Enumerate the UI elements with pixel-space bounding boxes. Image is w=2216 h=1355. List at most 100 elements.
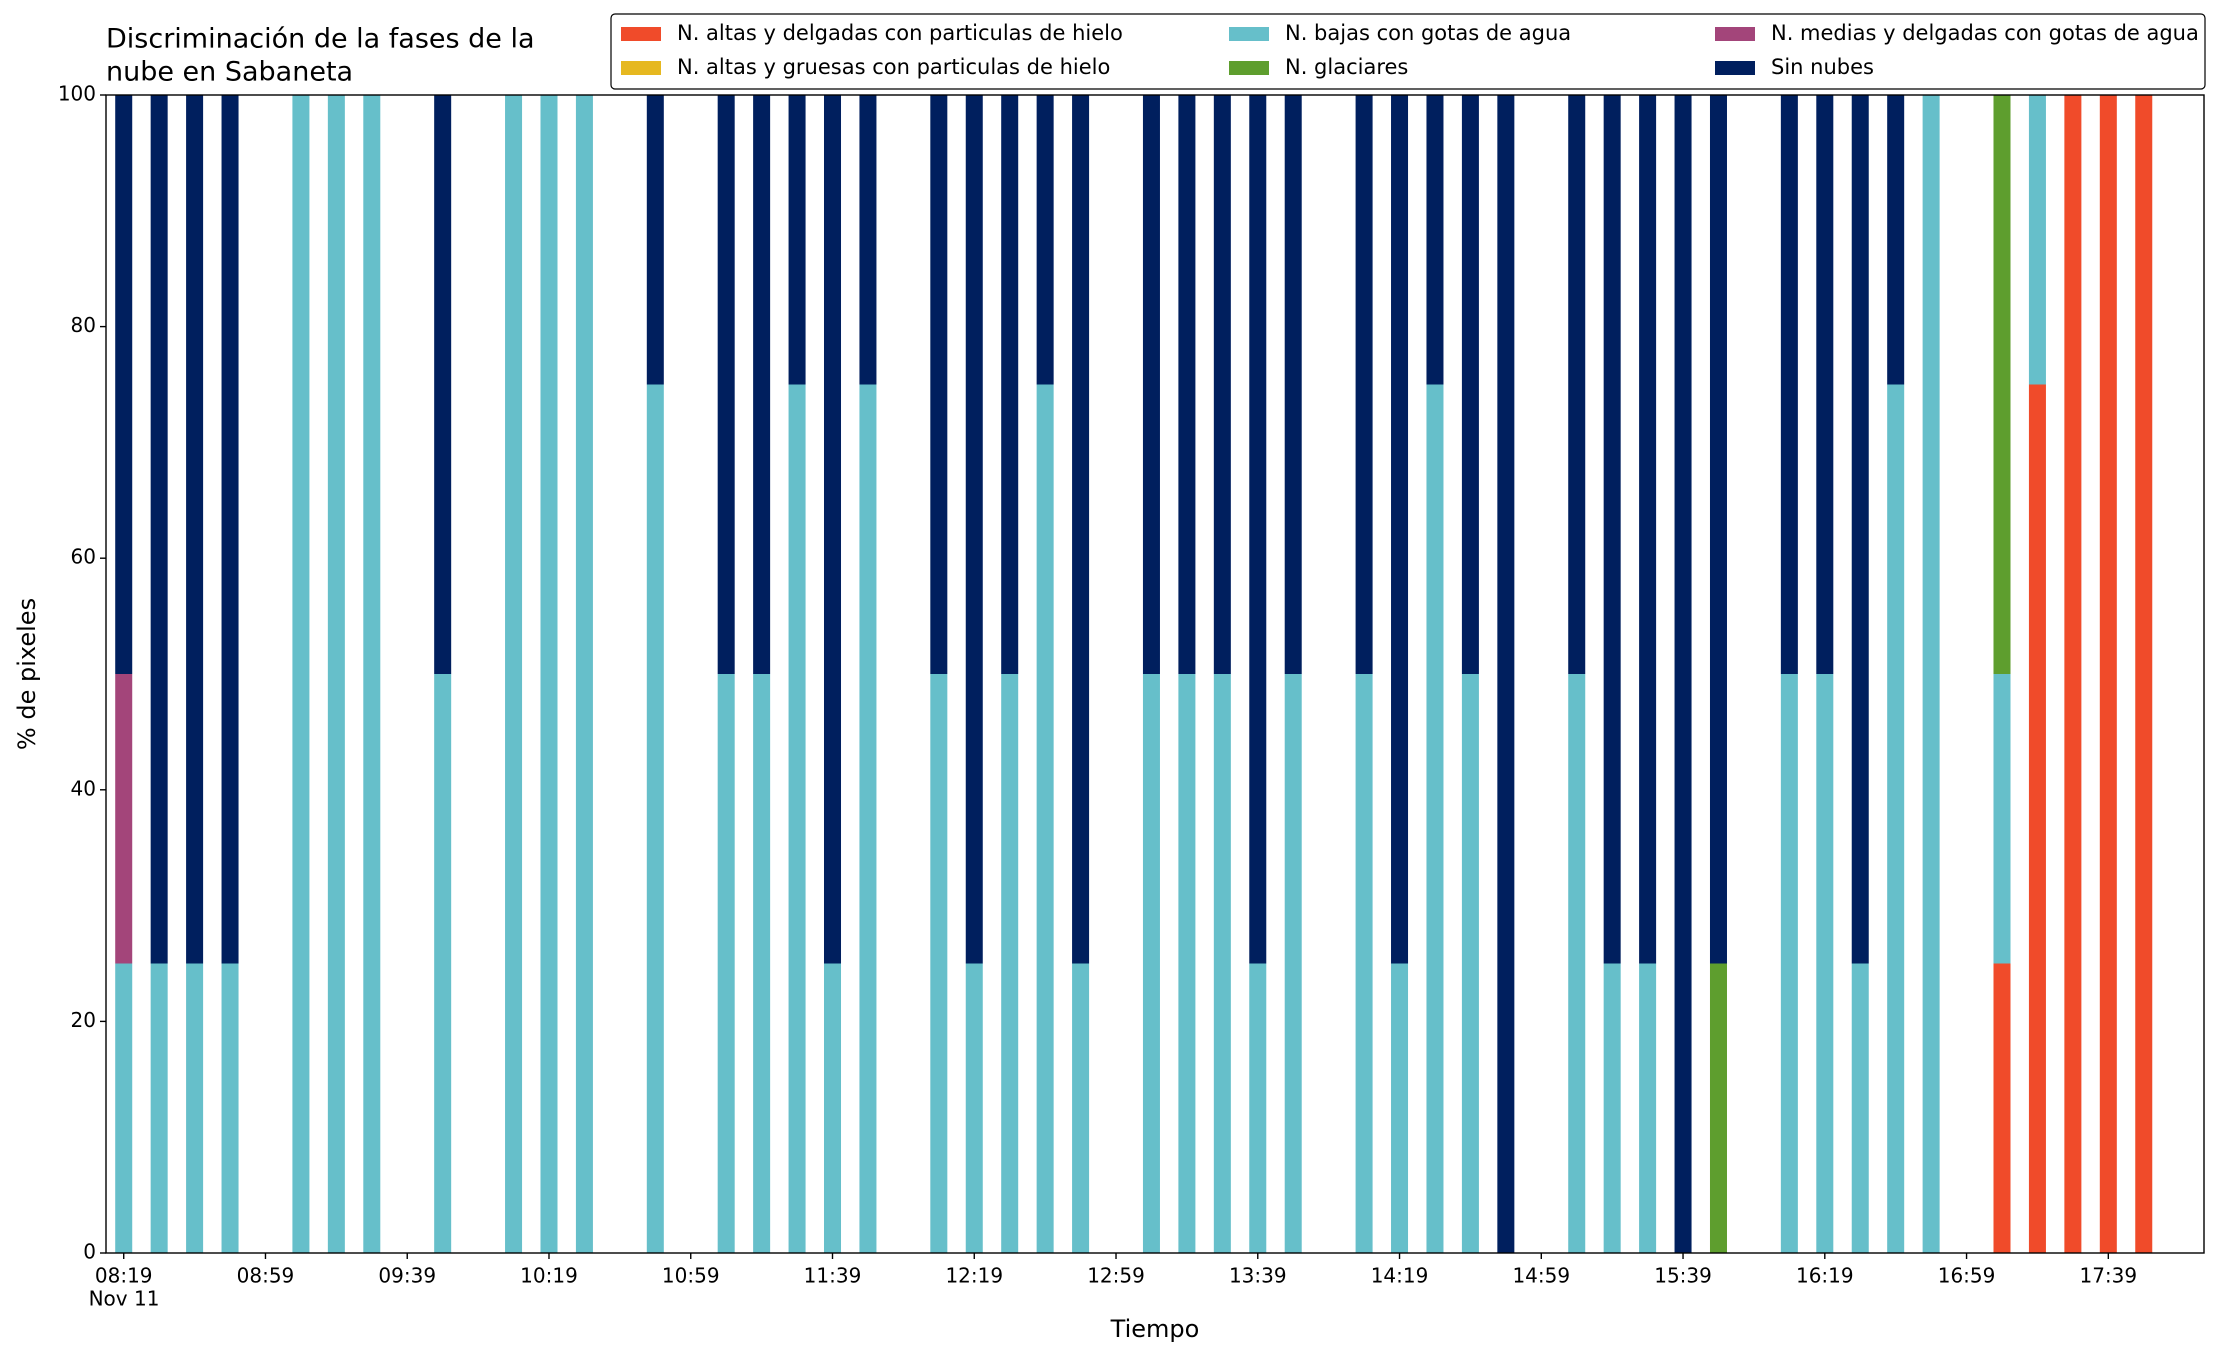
bar-segment [1887, 95, 1905, 385]
bar-segment [1816, 95, 1834, 674]
legend-swatch [1229, 61, 1269, 75]
bar-segment [575, 95, 593, 1253]
bar-segment [1922, 95, 1940, 1253]
bar-segment [1780, 674, 1798, 1253]
bar-segment [1249, 963, 1267, 1253]
bar-segment [1461, 674, 1479, 1253]
x-tick-label: 16:59 [1938, 1264, 1996, 1288]
x-tick-label: 14:19 [1371, 1264, 1429, 1288]
bar-segment [434, 674, 452, 1253]
bar-segment [1391, 95, 1409, 964]
bar-segment [1780, 95, 1798, 674]
bar-segment [1497, 95, 1515, 1253]
bar-segment [753, 95, 771, 674]
bar-segment [1851, 95, 1869, 964]
bar-segment [1568, 95, 1586, 674]
legend-swatch [1715, 61, 1755, 75]
bar-segment [1851, 963, 1869, 1253]
y-tick-label: 100 [58, 82, 96, 106]
bar-segment [1355, 674, 1373, 1253]
bar-segment [965, 95, 983, 964]
bar-segment [1993, 963, 2011, 1253]
bar-segment [115, 674, 133, 964]
y-tick-label: 0 [83, 1240, 96, 1264]
bar-segment [150, 963, 168, 1253]
legend-label: N. medias y delgadas con gotas de agua [1771, 21, 2199, 45]
bar-segment [1603, 95, 1621, 964]
bar-segment [363, 95, 381, 1253]
bar-segment [2135, 95, 2153, 1253]
bar-segment [859, 95, 877, 385]
legend-swatch [1229, 27, 1269, 41]
x-tick-label: 12:59 [1087, 1264, 1145, 1288]
bar-segment [1639, 95, 1657, 964]
x-tick-label: 10:19 [520, 1264, 578, 1288]
bar-segment [930, 95, 948, 674]
x-tick-label: 08:59 [237, 1264, 295, 1288]
bar-segment [646, 95, 664, 385]
bar-segment [1036, 95, 1054, 385]
legend-swatch [621, 27, 661, 41]
x-tick-label: 08:19 [95, 1264, 153, 1288]
y-axis-label: % de pixeles [13, 598, 41, 750]
bar-segment [1993, 95, 2011, 674]
bar-segment [1072, 963, 1090, 1253]
bar-segment [434, 95, 452, 674]
bar-segment [292, 95, 310, 1253]
chart-title: nube en Sabaneta [106, 57, 353, 88]
bar-segment [1001, 674, 1019, 1253]
bar-segment [1603, 963, 1621, 1253]
x-tick-label: 16:19 [1796, 1264, 1854, 1288]
bar-segment [115, 95, 133, 674]
legend-swatch [1715, 27, 1755, 41]
bar-segment [1391, 963, 1409, 1253]
bar-segment [1142, 674, 1160, 1253]
y-tick-label: 40 [71, 776, 96, 800]
x-sublabel: Nov 11 [89, 1287, 160, 1311]
bar-segment [1178, 95, 1196, 674]
bar-segment [2028, 384, 2046, 1253]
bar-segment [1355, 95, 1373, 674]
bar-segment [965, 963, 983, 1253]
bar-segment [1816, 674, 1834, 1253]
chart-title: Discriminación de la fases de la [106, 24, 535, 55]
bar-segment [717, 674, 735, 1253]
x-tick-label: 14:59 [1512, 1264, 1570, 1288]
bar-segment [505, 95, 523, 1253]
bar-segment [717, 95, 735, 674]
bar-segment [646, 384, 664, 1253]
bar-segment [1213, 95, 1231, 674]
bar-segment [1142, 95, 1160, 674]
bar-segment [1001, 95, 1019, 674]
bar-segment [930, 674, 948, 1253]
bar-segment [1036, 384, 1054, 1253]
bar-segment [823, 963, 842, 1253]
bar-segment [540, 95, 558, 1253]
bar-segment [1072, 95, 1090, 964]
legend-label: Sin nubes [1771, 55, 1874, 79]
legend-label: N. altas y delgadas con particulas de hi… [677, 21, 1123, 45]
bar-segment [1284, 674, 1302, 1253]
y-tick-label: 60 [71, 545, 96, 569]
bar-segment [1709, 95, 1727, 964]
legend-swatch [621, 61, 661, 75]
bar-segment [1674, 95, 1692, 1253]
x-tick-label: 13:39 [1229, 1264, 1287, 1288]
bar-segment [2099, 95, 2117, 1253]
bar-segment [1426, 95, 1444, 385]
bar-segment [115, 963, 133, 1253]
x-tick-label: 15:39 [1654, 1264, 1712, 1288]
bar-segment [221, 963, 239, 1253]
bar-segment [1426, 384, 1444, 1253]
bar-segment [788, 95, 806, 385]
x-tick-label: 12:19 [945, 1264, 1003, 1288]
x-tick-label: 17:39 [2079, 1264, 2137, 1288]
bar-segment [1213, 674, 1231, 1253]
legend-label: N. altas y gruesas con particulas de hie… [677, 55, 1110, 79]
bar-segment [186, 963, 204, 1253]
x-tick-label: 10:59 [662, 1264, 720, 1288]
bar-segment [1178, 674, 1196, 1253]
x-tick-label: 09:39 [378, 1264, 436, 1288]
legend-box [610, 13, 2206, 90]
